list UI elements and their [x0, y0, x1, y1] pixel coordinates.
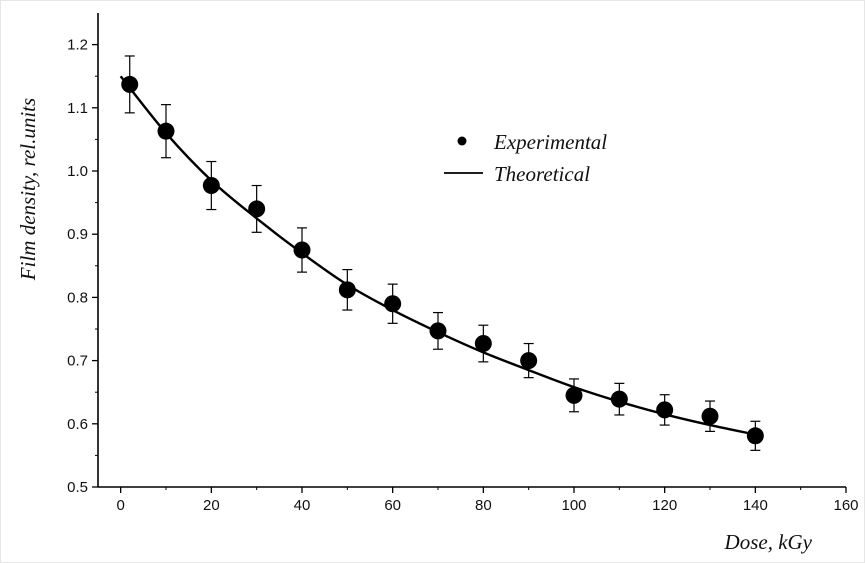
- legend-experimental-label: Experimental: [493, 130, 607, 154]
- ticks-layer: 0 20 40 60 80 100 120 140 160 0.5 0.6 0.7 0.8 0.9 1.0 1…: [67, 37, 858, 514]
- experimental-point: [701, 407, 719, 425]
- x-tick-label: 160: [833, 497, 858, 514]
- experimental-point: [384, 295, 402, 313]
- legend: Experimental Theoretical: [444, 130, 607, 186]
- y-tick-label: 0.9: [67, 226, 88, 243]
- axes-layer: [97, 13, 846, 488]
- series-layer: [119, 55, 764, 451]
- theoretical-curve: [119, 75, 756, 436]
- y-tick-label: 0.6: [67, 416, 88, 433]
- experimental-point: [202, 177, 220, 195]
- y-tick-label: 0.5: [67, 479, 88, 496]
- legend-experimental-marker: [457, 136, 467, 146]
- x-tick-label: 140: [743, 497, 768, 514]
- experimental-point: [121, 75, 139, 93]
- y-tick-label: 1.0: [67, 163, 88, 180]
- x-tick-label: 20: [203, 497, 220, 514]
- experimental-point: [248, 200, 266, 218]
- experimental-point: [293, 241, 311, 259]
- experimental-point: [429, 322, 447, 340]
- y-tick-label: 0.8: [67, 289, 88, 306]
- experimental-point: [474, 335, 492, 353]
- experimental-point: [656, 401, 674, 419]
- x-tick-label: 40: [294, 497, 311, 514]
- legend-theoretical-label: Theoretical: [494, 162, 590, 186]
- x-tick-label: 100: [561, 497, 586, 514]
- experimental-point: [565, 386, 583, 404]
- y-tick-label: 1.1: [67, 100, 88, 117]
- experimental-point: [338, 281, 356, 299]
- x-tick-label: 120: [652, 497, 677, 514]
- experimental-point: [520, 352, 538, 370]
- experimental-point: [746, 427, 764, 445]
- x-axis-title: Dose, kGy: [724, 530, 813, 554]
- y-tick-label: 0.7: [67, 353, 88, 370]
- y-tick-label: 1.2: [67, 37, 88, 54]
- experimental-point: [157, 122, 175, 140]
- x-tick-label: 60: [384, 497, 401, 514]
- y-axis-title: Film density, rel.units: [16, 98, 40, 281]
- x-tick-label: 80: [475, 497, 492, 514]
- x-tick-label: 0: [116, 497, 124, 514]
- experimental-point: [610, 390, 628, 408]
